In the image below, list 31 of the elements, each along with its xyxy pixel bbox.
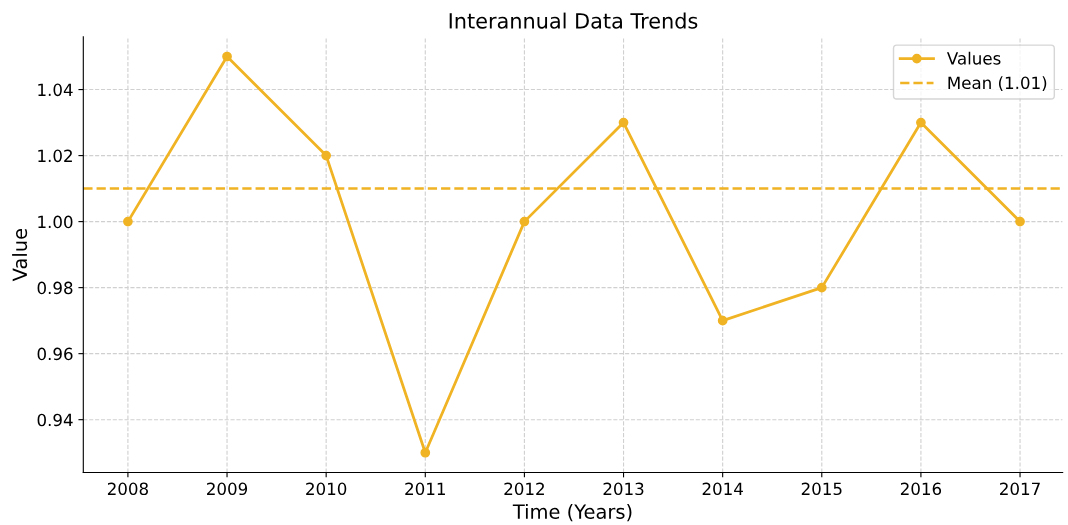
x-tick-label: 2008 xyxy=(107,482,148,496)
y-tick-label: 1.00 xyxy=(38,215,73,229)
x-tick-label: 2009 xyxy=(207,482,248,496)
x-axis-title: Time (Years) xyxy=(512,503,632,522)
x-tick-label: 2016 xyxy=(900,482,942,496)
x-tick-label: 2014 xyxy=(702,482,743,496)
point xyxy=(321,150,332,161)
point xyxy=(420,447,431,458)
x-tick-label: 2012 xyxy=(504,482,544,496)
x-tick-label: 2015 xyxy=(801,482,842,496)
x-tick-label: 2017 xyxy=(1000,482,1040,496)
point xyxy=(222,51,232,62)
point xyxy=(123,216,133,227)
x-tick-label: 2013 xyxy=(603,482,644,496)
legend-label: Mean (1.01) xyxy=(948,76,1047,92)
y-axis-title: Value xyxy=(12,228,28,282)
chart-title: Interannual Data Trends xyxy=(449,12,698,29)
point xyxy=(717,315,728,326)
point xyxy=(1015,216,1025,227)
y-tick-label: 1.02 xyxy=(38,149,72,163)
point xyxy=(916,117,926,128)
legend-label: Values xyxy=(946,51,1001,65)
x-tick-label: 2010 xyxy=(306,482,347,496)
y-tick-label: 0.94 xyxy=(37,413,73,427)
y-tick-label: 0.96 xyxy=(37,347,73,361)
point xyxy=(816,282,827,293)
y-tick-label: 1.04 xyxy=(38,83,73,97)
point xyxy=(519,216,530,227)
x-tick-label: 2011 xyxy=(405,482,445,496)
y-tick-label: 0.98 xyxy=(37,281,73,295)
point xyxy=(618,117,629,128)
